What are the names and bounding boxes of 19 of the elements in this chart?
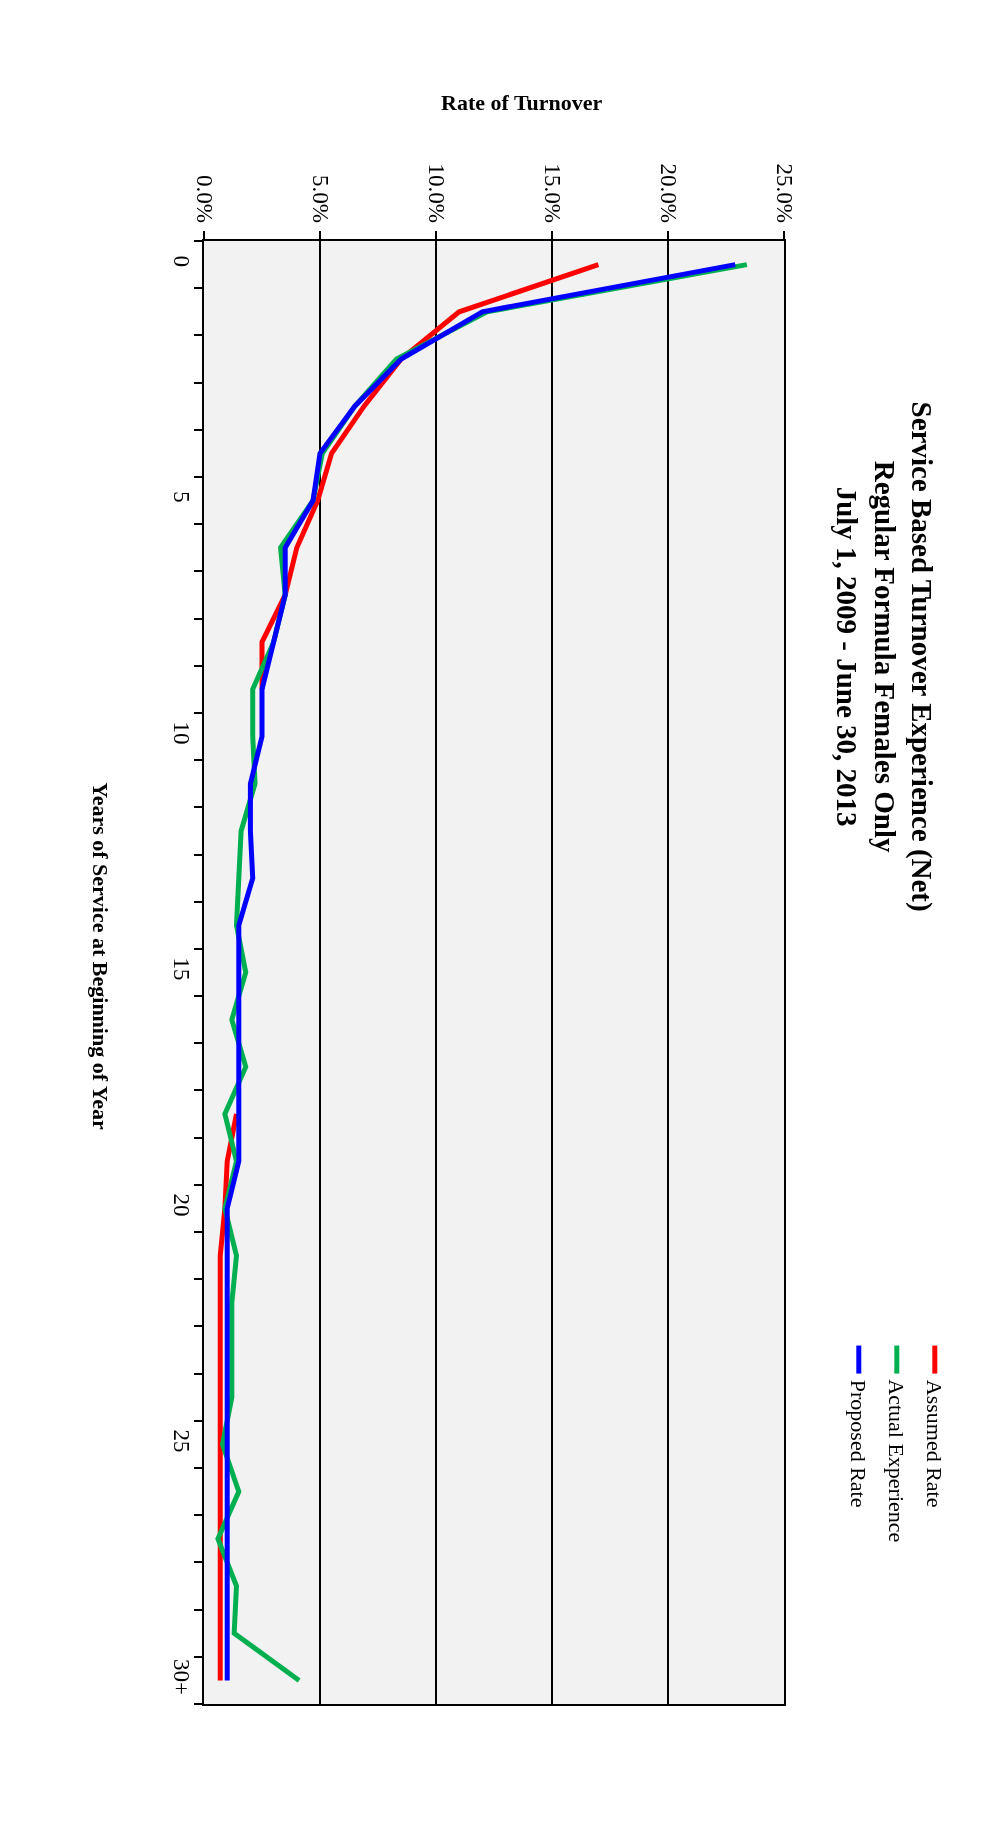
y-tick-label: 0: [169, 255, 195, 267]
x-tick-label: 20.0%: [655, 163, 681, 223]
y-tick-label: 25: [169, 1429, 195, 1453]
x-axis-title: Rate of Turnover: [441, 90, 603, 115]
x-tick-label: 5.0%: [307, 175, 333, 223]
y-tick-label: 5: [169, 491, 195, 503]
text: Service Based Turnover Experience (Net) Regular Formula Females Only July 1, 2009 - June 30, 2013: [831, 401, 939, 912]
legend-label: Proposed Rate: [846, 1379, 872, 1508]
x-tick-label: 25.0%: [771, 163, 797, 223]
y-tick-label: 10: [169, 721, 195, 745]
x-tick-label: 10.0%: [423, 163, 449, 223]
x-tick-label: 15.0%: [539, 163, 565, 223]
x-tick-label: 0.0%: [191, 175, 217, 223]
y-axis-title: Years of Service at Beginning of Year: [87, 782, 113, 1130]
y-tick-label: 30+: [169, 1658, 195, 1695]
legend-label: Actual Experience: [883, 1379, 909, 1543]
y-tick-label: 15: [169, 957, 195, 981]
y-tick-label: 20: [169, 1193, 195, 1217]
legend-label: Assumed Rate: [922, 1379, 948, 1508]
